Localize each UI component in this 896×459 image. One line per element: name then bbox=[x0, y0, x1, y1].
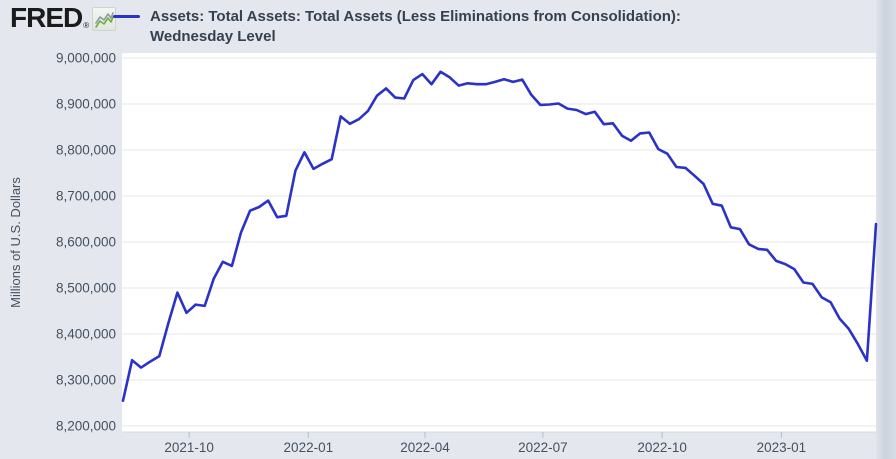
y-axis-title: Millions of U.S. Dollars bbox=[8, 177, 23, 308]
x-tick-label: 2022-10 bbox=[637, 440, 687, 455]
x-tick-label: 2022-04 bbox=[400, 440, 450, 455]
x-tick-label: 2022-01 bbox=[284, 440, 334, 455]
fred-sparkline-icon bbox=[92, 7, 117, 31]
x-tick-label: 2021-10 bbox=[164, 440, 214, 455]
y-tick-label: 8,700,000 bbox=[56, 189, 116, 204]
y-tick-label: 9,000,000 bbox=[56, 51, 116, 66]
fred-logo-text: FRED bbox=[10, 2, 83, 33]
y-tick-label: 8,400,000 bbox=[56, 327, 116, 342]
x-tick-label: 2023-01 bbox=[757, 440, 807, 455]
y-tick-label: 8,300,000 bbox=[56, 373, 116, 388]
data-line-total-assets bbox=[121, 70, 878, 403]
right-gradient-edge bbox=[876, 0, 896, 459]
x-tick-label: 2022-07 bbox=[518, 440, 568, 455]
y-tick-label: 8,500,000 bbox=[56, 281, 116, 296]
y-tick-label: 8,600,000 bbox=[56, 235, 116, 250]
fred-logo-link[interactable]: FRED ® bbox=[10, 2, 117, 33]
registered-trademark: ® bbox=[83, 21, 90, 30]
y-tick-label: 8,900,000 bbox=[56, 97, 116, 112]
y-tick-label: 8,200,000 bbox=[56, 419, 116, 434]
y-tick-label: 8,800,000 bbox=[56, 143, 116, 158]
